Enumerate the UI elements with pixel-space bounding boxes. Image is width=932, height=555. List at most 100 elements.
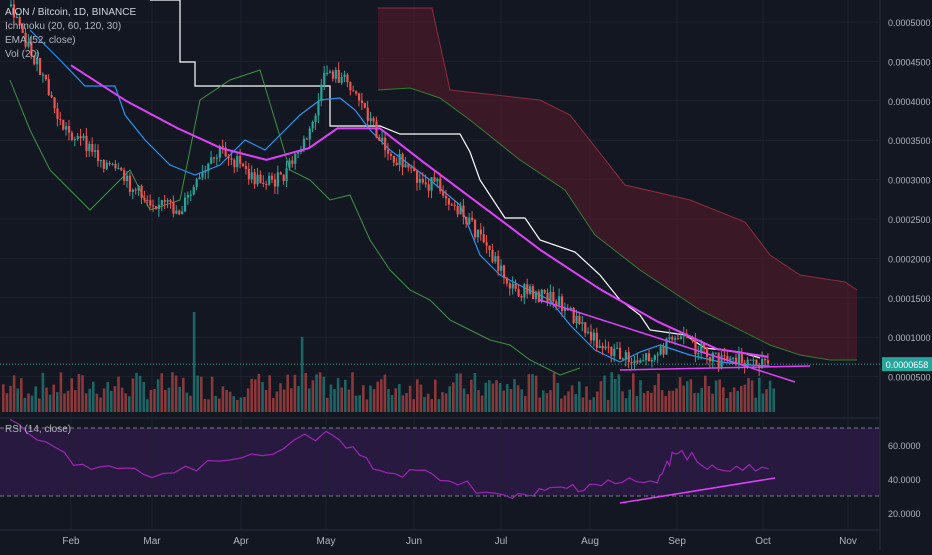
candle-body — [247, 168, 250, 180]
x-tick-label: Oct — [755, 536, 771, 547]
volume-bar — [542, 390, 545, 412]
volume-bar — [617, 374, 621, 412]
candle-body — [366, 107, 369, 121]
volume-bar — [77, 374, 81, 412]
volume-bar — [182, 377, 185, 412]
volume-bar — [142, 382, 145, 412]
candle-body — [178, 210, 181, 215]
candle-body — [285, 168, 288, 181]
candle-body — [398, 154, 401, 166]
candle-body — [389, 153, 393, 156]
candle-body — [616, 347, 619, 349]
candle-body — [149, 200, 152, 206]
candle-body — [18, 17, 21, 26]
candle-body — [659, 346, 662, 355]
volume-bar — [286, 374, 289, 412]
volume-bar — [639, 380, 642, 412]
volume-bar — [675, 388, 678, 412]
candle-body — [676, 338, 680, 340]
candle-body — [737, 353, 741, 365]
candle-body — [502, 265, 506, 278]
volume-bar — [300, 337, 304, 412]
volume-bar — [390, 395, 394, 412]
volume-label[interactable]: Vol (20) — [5, 49, 40, 60]
candle-body — [363, 103, 366, 108]
volume-bar — [5, 393, 9, 412]
volume-bar — [502, 390, 505, 412]
volume-bar — [344, 379, 347, 412]
volume-bar — [531, 374, 534, 412]
volume-bar — [498, 382, 502, 412]
candle-body — [140, 185, 143, 198]
candle-body — [96, 150, 100, 162]
volume-bar — [750, 380, 754, 412]
volume-bar — [167, 387, 171, 412]
candle-body — [201, 172, 204, 178]
volume-bar — [646, 390, 649, 412]
candle-body — [183, 197, 187, 212]
y-tick-label: 0.0001500 — [888, 294, 931, 304]
volume-bar — [210, 376, 214, 412]
last-price-label: 0.0000658 — [886, 360, 929, 370]
volume-bar — [156, 379, 160, 412]
candle-body — [732, 357, 735, 359]
volume-bar — [264, 389, 268, 412]
volume-bar — [635, 395, 639, 412]
candle-body — [560, 296, 564, 311]
candle-body — [546, 292, 549, 302]
volume-bar — [632, 373, 635, 412]
y-tick-label: 0.0000500 — [888, 373, 931, 383]
candle-body — [233, 159, 236, 168]
candle-body — [221, 146, 224, 148]
volume-bar — [66, 390, 70, 412]
volume-bar — [124, 393, 127, 412]
candle-body — [488, 245, 491, 251]
volume-bar — [772, 388, 775, 412]
x-tick-label: Aug — [581, 536, 599, 547]
candle-body — [386, 149, 390, 154]
candle-body — [378, 137, 381, 141]
symbol-title[interactable]: AION / Bitcoin, 1D, BINANCE — [5, 7, 137, 18]
candle-body — [418, 178, 422, 183]
volume-bar — [650, 392, 653, 412]
candle-body — [633, 360, 636, 363]
ema-label[interactable]: EMA (52, close) — [5, 35, 76, 46]
volume-bar — [441, 392, 444, 412]
volume-bar — [671, 390, 675, 412]
volume-bar — [376, 381, 379, 412]
candle-body — [647, 353, 651, 362]
rsi-label[interactable]: RSI (14, close) — [5, 424, 72, 435]
candle-body — [157, 204, 161, 209]
volume-bar — [70, 378, 73, 412]
candle-body — [734, 357, 738, 365]
candle-body — [53, 97, 56, 109]
volume-bar — [426, 393, 430, 412]
candle-body — [337, 69, 340, 83]
volume-bar — [347, 389, 351, 412]
volume-bar — [729, 392, 732, 412]
candle-body — [111, 163, 114, 165]
candle-body — [459, 205, 462, 215]
candle-body — [340, 76, 343, 83]
candle-body — [549, 292, 552, 302]
volume-bar — [455, 373, 459, 412]
volume-bar — [567, 391, 570, 412]
candle-body — [352, 90, 355, 92]
ichimoku-label[interactable]: Ichimoku (20, 60, 120, 30) — [5, 21, 122, 32]
volume-bar — [477, 390, 480, 412]
x-tick-label: Mar — [143, 536, 161, 547]
volume-bar — [200, 376, 203, 412]
candle-body — [604, 346, 607, 349]
volume-bar — [236, 399, 239, 412]
volume-bar — [689, 379, 693, 412]
candle-body — [453, 204, 456, 206]
volume-bar — [354, 395, 358, 412]
candle-body — [613, 348, 616, 356]
volume-bar — [765, 389, 768, 412]
ichimoku-cloud — [378, 8, 857, 360]
candle-body — [587, 331, 590, 334]
candle-body — [505, 277, 509, 284]
volume-bar — [459, 373, 462, 412]
